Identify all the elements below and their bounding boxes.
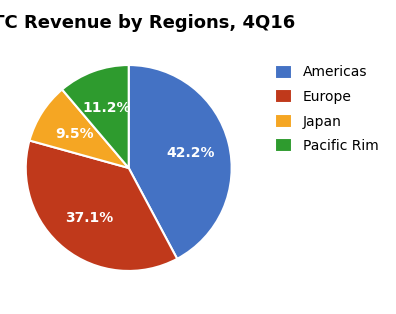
- Text: PTC Revenue by Regions, 4Q16: PTC Revenue by Regions, 4Q16: [0, 14, 296, 32]
- Wedge shape: [26, 140, 177, 271]
- Wedge shape: [29, 89, 129, 168]
- Text: 42.2%: 42.2%: [166, 145, 215, 160]
- Text: 11.2%: 11.2%: [82, 101, 131, 115]
- Legend: Americas, Europe, Japan, Pacific Rim: Americas, Europe, Japan, Pacific Rim: [270, 59, 384, 159]
- Text: 37.1%: 37.1%: [65, 211, 113, 225]
- Wedge shape: [129, 65, 232, 259]
- Wedge shape: [62, 65, 129, 168]
- Text: 9.5%: 9.5%: [55, 127, 94, 141]
